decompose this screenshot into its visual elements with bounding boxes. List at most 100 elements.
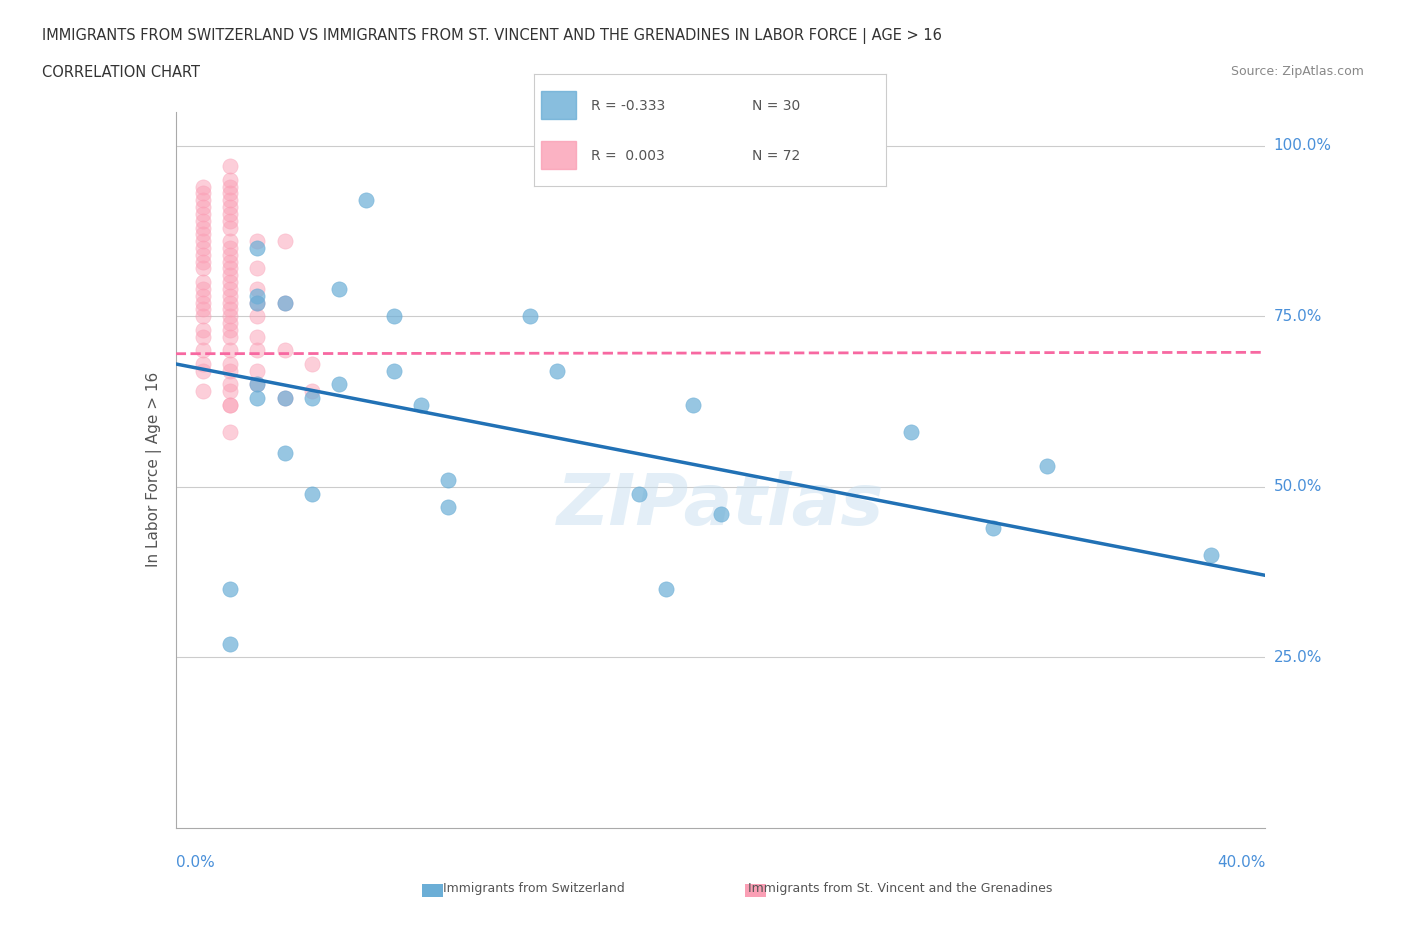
Point [219, 309, 242, 324]
Point [219, 343, 242, 358]
Point [246, 309, 269, 324]
Point [219, 200, 242, 215]
Point [191, 186, 214, 201]
Point [246, 288, 269, 303]
Point [328, 377, 350, 392]
FancyBboxPatch shape [541, 91, 576, 119]
Point [191, 254, 214, 269]
Point [191, 274, 214, 289]
Point [219, 241, 242, 256]
Point [191, 384, 214, 399]
Point [219, 213, 242, 228]
Point [219, 247, 242, 262]
Point [219, 261, 242, 276]
Point [219, 397, 242, 412]
Point [219, 268, 242, 283]
Point [328, 282, 350, 297]
Point [191, 227, 214, 242]
Point [191, 295, 214, 310]
Point [219, 377, 242, 392]
Point [191, 282, 214, 297]
Point [356, 193, 378, 207]
Point [274, 233, 297, 248]
Point [219, 233, 242, 248]
Point [1199, 548, 1222, 563]
Y-axis label: In Labor Force | Age > 16: In Labor Force | Age > 16 [146, 372, 162, 567]
Text: N = 30: N = 30 [752, 99, 800, 113]
Point [437, 499, 460, 514]
Point [219, 274, 242, 289]
Point [219, 220, 242, 235]
Point [191, 233, 214, 248]
Point [219, 302, 242, 317]
Point [409, 397, 432, 412]
Text: ZIPatlas: ZIPatlas [557, 471, 884, 540]
Point [219, 206, 242, 221]
Text: Source: ZipAtlas.com: Source: ZipAtlas.com [1230, 65, 1364, 78]
Point [191, 323, 214, 338]
Text: Immigrants from St. Vincent and the Grenadines: Immigrants from St. Vincent and the Gren… [748, 882, 1052, 895]
Point [219, 329, 242, 344]
Point [219, 636, 242, 651]
Point [246, 329, 269, 344]
Point [274, 343, 297, 358]
Point [191, 193, 214, 207]
FancyBboxPatch shape [541, 141, 576, 169]
Point [246, 282, 269, 297]
Text: CORRELATION CHART: CORRELATION CHART [42, 65, 200, 80]
Point [191, 309, 214, 324]
Point [191, 343, 214, 358]
Text: 50.0%: 50.0% [1274, 479, 1322, 494]
Point [219, 397, 242, 412]
Point [519, 309, 541, 324]
Point [219, 581, 242, 596]
Point [246, 295, 269, 310]
Text: 100.0%: 100.0% [1274, 139, 1331, 153]
Text: 0.0%: 0.0% [176, 856, 215, 870]
Text: IMMIGRANTS FROM SWITZERLAND VS IMMIGRANTS FROM ST. VINCENT AND THE GRENADINES IN: IMMIGRANTS FROM SWITZERLAND VS IMMIGRANT… [42, 28, 942, 44]
Point [219, 323, 242, 338]
Point [437, 472, 460, 487]
Point [219, 159, 242, 174]
Point [191, 179, 214, 194]
Point [191, 302, 214, 317]
Point [191, 213, 214, 228]
Point [219, 384, 242, 399]
Point [191, 261, 214, 276]
Point [219, 172, 242, 187]
Point [219, 356, 242, 371]
Point [219, 364, 242, 379]
Point [246, 364, 269, 379]
Point [219, 179, 242, 194]
Point [219, 254, 242, 269]
Point [655, 581, 678, 596]
Point [191, 329, 214, 344]
Point [301, 356, 323, 371]
Text: R =  0.003: R = 0.003 [591, 149, 664, 163]
Point [191, 220, 214, 235]
Point [900, 425, 922, 440]
Text: 40.0%: 40.0% [1218, 856, 1265, 870]
Text: 75.0%: 75.0% [1274, 309, 1322, 324]
Text: N = 72: N = 72 [752, 149, 800, 163]
Point [219, 295, 242, 310]
Point [274, 295, 297, 310]
Point [246, 241, 269, 256]
Point [382, 309, 405, 324]
Point [219, 425, 242, 440]
Point [246, 261, 269, 276]
Point [274, 391, 297, 405]
Point [191, 356, 214, 371]
Point [191, 241, 214, 256]
Point [301, 391, 323, 405]
Point [191, 364, 214, 379]
Point [219, 282, 242, 297]
Point [274, 295, 297, 310]
Point [1036, 458, 1059, 473]
Point [219, 315, 242, 330]
Point [219, 288, 242, 303]
Text: Immigrants from Switzerland: Immigrants from Switzerland [443, 882, 626, 895]
Point [246, 377, 269, 392]
Point [219, 193, 242, 207]
Point [191, 206, 214, 221]
